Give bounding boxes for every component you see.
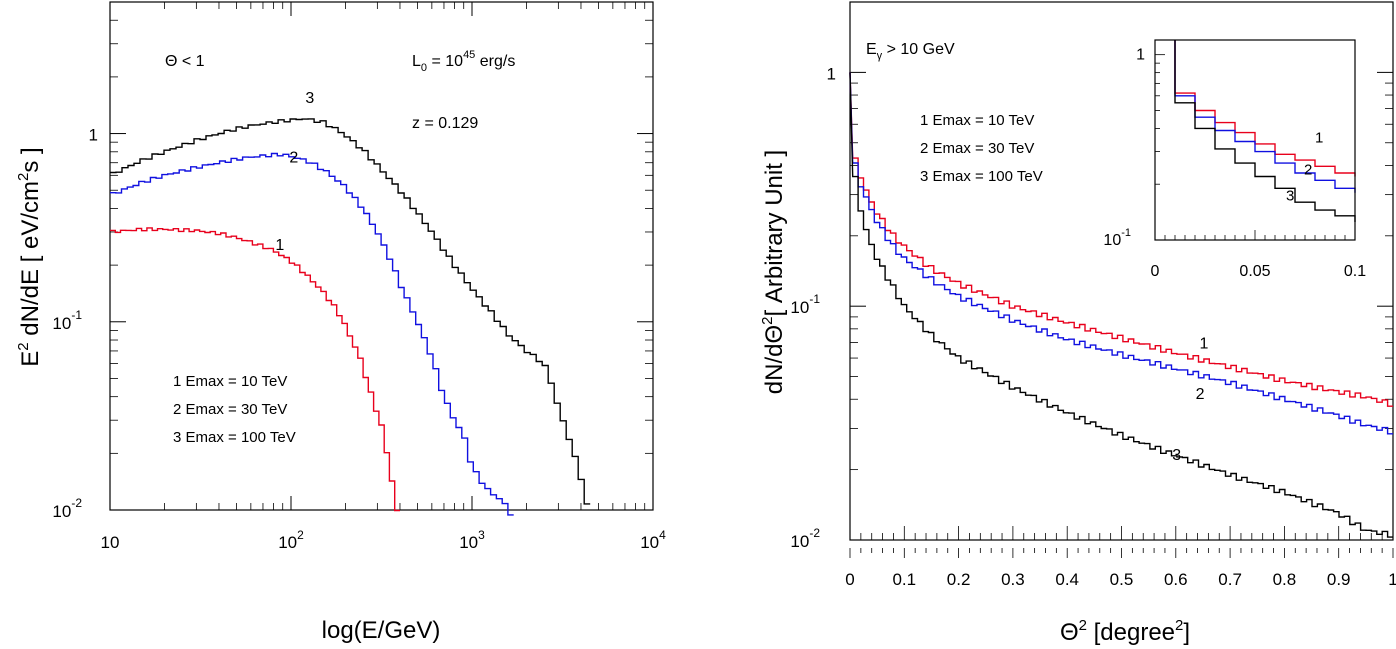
- right-chart: 0 0.1 0.2 0.3 0.4 0.5 0.6 0.7 0.8 0.9 1 10-2 10-1 1 1…: [759, 1, 1396, 646]
- left-legend: 1 Emax = 10 TeV 2 Emax = 30 TeV 3 Emax =…: [173, 373, 296, 446]
- left-theta-annotation: Θ < 1: [165, 53, 205, 70]
- inset-tick-labels: 0 0.05 0.1 10-1 1: [1103, 47, 1366, 280]
- right-x-tick-label: 0.8: [1273, 570, 1297, 589]
- left-x-tick-label: 104: [640, 528, 666, 552]
- left-x-axis-label: log(E/GeV): [322, 617, 441, 644]
- inset-x-tick-label: 0: [1151, 263, 1160, 280]
- left-luminosity-annotation: L0 = 1045 erg/s: [412, 49, 515, 74]
- right-curve-3: [849, 72, 1393, 538]
- inset-curve-label-1: 1: [1315, 129, 1323, 146]
- inset-curve-label-2: 2: [1304, 161, 1312, 178]
- right-x-tick-label: 0.7: [1218, 570, 1242, 589]
- right-ticks: [849, 1, 1394, 558]
- right-curve-label-1: 1: [1200, 335, 1209, 352]
- right-tick-labels: 0 0.1 0.2 0.3 0.4 0.5 0.6 0.7 0.8 0.9 1 10-2 10-1 1: [790, 64, 1396, 589]
- left-x-tick-label: 103: [459, 528, 485, 552]
- left-ticks: [109, 1, 653, 511]
- right-x-tick-label: 0.2: [947, 570, 971, 589]
- right-legend-entry-3: 3 Emax = 100 TeV: [920, 168, 1043, 185]
- right-x-tick-label: 0.5: [1110, 570, 1134, 589]
- left-y-axis-label: E2 dN/dE [ eV/cm2s ]: [15, 147, 44, 366]
- right-series: 123: [849, 72, 1393, 538]
- right-y-axis-label: dN/dΘ2[ Arbitrary Unit ]: [759, 150, 788, 394]
- left-legend-entry-1: 1 Emax = 10 TeV: [173, 373, 287, 390]
- right-legend-entry-2: 2 Emax = 30 TeV: [920, 140, 1034, 157]
- left-plot-frame: [109, 1, 654, 511]
- inset-curve-label-3: 3: [1286, 188, 1294, 205]
- right-curve-1: [849, 72, 1393, 407]
- inset-curve-1: [1174, 40, 1356, 177]
- inset-ticks: [1154, 54, 1356, 241]
- left-legend-entry-2: 2 Emax = 30 TeV: [173, 401, 287, 418]
- left-tick-labels: 10 102 103 104 10-2 10-1 1: [52, 126, 666, 552]
- left-x-tick-label: 10: [101, 533, 120, 552]
- left-y-tick-label: 1: [89, 126, 98, 145]
- right-inset: 123 0 0.05 0.110-11: [1103, 39, 1366, 280]
- inset-y-tick-label: 1: [1136, 47, 1145, 64]
- right-energy-cut-annotation: Eγ > 10 GeV: [866, 41, 955, 62]
- left-y-tick-label: 10-2: [52, 496, 82, 521]
- right-x-tick-label: 0.3: [1001, 570, 1025, 589]
- right-y-tick-label: 10-2: [790, 526, 820, 551]
- right-x-tick-label: 0: [845, 570, 854, 589]
- left-legend-entry-3: 3 Emax = 100 TeV: [173, 429, 296, 446]
- right-x-tick-label: 0.6: [1164, 570, 1188, 589]
- left-curve-label-3: 3: [305, 90, 314, 107]
- left-y-tick-label: 10-1: [52, 308, 82, 333]
- left-curve-3: [110, 118, 591, 505]
- right-y-tick-label: 10-1: [790, 292, 820, 317]
- left-curve-1: [110, 227, 400, 512]
- right-x-axis-label: Θ2 [degree2]: [1060, 617, 1190, 646]
- right-x-tick-label: 1: [1388, 570, 1396, 589]
- left-redshift-annotation: z = 0.129: [412, 115, 478, 132]
- left-curve-label-1: 1: [275, 237, 284, 254]
- right-x-tick-label: 0.9: [1327, 570, 1351, 589]
- right-y-tick-label: 1: [827, 64, 836, 83]
- right-curve-label-2: 2: [1196, 386, 1205, 403]
- inset-series: 123: [1174, 40, 1356, 222]
- left-chart: 10 102 103 104 10-2 10-1 1 1 2 3 Θ < 1 L0 = 1045…: [15, 1, 666, 644]
- right-x-tick-label: 0.1: [892, 570, 916, 589]
- right-legend-entry-1: 1 Emax = 10 TeV: [920, 112, 1034, 129]
- inset-x-tick-label: 0.05: [1239, 263, 1270, 280]
- right-legend: 1 Emax = 10 TeV 2 Emax = 30 TeV 3 Emax =…: [920, 112, 1043, 185]
- left-x-tick-label: 102: [278, 528, 304, 552]
- right-x-tick-label: 0.4: [1055, 570, 1079, 589]
- right-curve-2: [849, 72, 1393, 435]
- inset-curve-2: [1174, 40, 1356, 193]
- inset-y-tick-label: 10-1: [1103, 227, 1131, 249]
- inset-x-tick-label: 0.1: [1344, 263, 1366, 280]
- right-curve-label-3: 3: [1172, 447, 1181, 464]
- left-series: 1 2 3: [110, 90, 591, 516]
- left-curve-label-2: 2: [289, 150, 298, 167]
- left-curve-2: [110, 152, 514, 516]
- inset-curve-3: [1174, 40, 1356, 222]
